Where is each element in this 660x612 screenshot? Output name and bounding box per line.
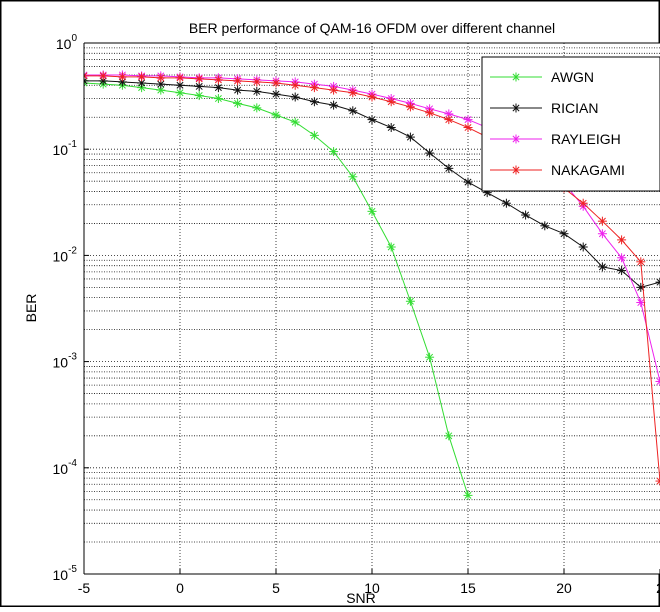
data-point-nakagami	[368, 93, 377, 102]
x-tick-label: 2	[656, 580, 660, 596]
data-point-nakagami	[195, 74, 204, 83]
data-point-nakagami	[464, 123, 473, 132]
x-axis-label: SNR	[346, 590, 376, 606]
y-tick-base: 10	[53, 461, 69, 477]
y-tick-exponent: -1	[68, 139, 77, 150]
data-point-nakagami	[118, 72, 127, 81]
y-tick-exponent: -2	[68, 245, 77, 256]
y-axis-label: BER	[23, 294, 39, 323]
data-point-awgn	[406, 297, 415, 306]
x-tick-label: 20	[556, 580, 572, 596]
y-tick-exponent: 0	[71, 33, 77, 44]
data-point-rician	[387, 123, 396, 132]
y-tick-base: 10	[53, 248, 69, 264]
data-point-awgn	[444, 431, 453, 440]
y-tick-exponent: -3	[68, 352, 77, 363]
data-point-rician	[233, 86, 242, 95]
data-point-nakagami	[387, 97, 396, 106]
data-point-nakagami	[137, 72, 146, 81]
data-point-nakagami	[272, 79, 281, 88]
legend-label-rayleigh: RAYLEIGH	[551, 131, 621, 147]
data-point-rician	[425, 149, 434, 158]
data-point-rician	[310, 97, 319, 106]
legend-label-awgn: AWGN	[551, 69, 594, 85]
y-tick-exponent: -5	[68, 564, 77, 575]
y-tick-exponent: -4	[68, 458, 77, 469]
data-point-rician	[368, 115, 377, 124]
chart-title: BER performance of QAM-16 OFDM over diff…	[189, 20, 555, 36]
y-tick-base: 10	[53, 567, 69, 583]
data-point-awgn	[387, 242, 396, 251]
legend-label-rician: RICIAN	[551, 100, 598, 116]
x-tick-label: -5	[78, 580, 91, 596]
data-point-awgn	[195, 91, 204, 100]
legend-marker-rayleigh	[512, 135, 521, 144]
legend-marker-awgn	[512, 73, 521, 82]
data-point-nakagami	[252, 77, 261, 86]
data-point-nakagami	[291, 81, 300, 90]
data-point-awgn	[252, 103, 261, 112]
data-point-rician	[444, 164, 453, 173]
legend-marker-nakagami	[512, 166, 521, 175]
data-point-nakagami	[425, 108, 434, 117]
data-point-awgn	[272, 110, 281, 119]
y-tick-base: 10	[56, 36, 72, 52]
x-tick-label: 0	[176, 580, 184, 596]
data-point-nakagami	[310, 83, 319, 92]
data-point-rician	[560, 229, 569, 238]
data-point-awgn	[329, 147, 338, 156]
legend-marker-rician	[512, 104, 521, 113]
data-point-rician	[272, 90, 281, 99]
legend: AWGN RICIAN RAYLEIGH NAKAGAMI	[482, 57, 660, 191]
data-point-nakagami	[444, 115, 453, 124]
data-point-rician	[329, 101, 338, 110]
data-point-rician	[252, 87, 261, 96]
y-tick-base: 10	[53, 142, 69, 158]
data-point-rician	[291, 93, 300, 102]
data-point-awgn	[214, 94, 223, 103]
data-point-awgn	[368, 207, 377, 216]
data-point-awgn	[425, 353, 434, 362]
data-point-rayleigh	[464, 115, 473, 124]
legend-label-nakagami: NAKAGAMI	[551, 162, 625, 178]
data-point-awgn	[464, 491, 473, 500]
x-tick-label: 15	[460, 580, 476, 596]
data-point-awgn	[310, 131, 319, 140]
y-tick-base: 10	[53, 355, 69, 371]
data-point-rician	[214, 83, 223, 92]
data-point-awgn	[348, 172, 357, 181]
data-point-rician	[502, 199, 511, 208]
data-point-rician	[406, 133, 415, 142]
data-point-nakagami	[233, 76, 242, 85]
data-point-nakagami	[329, 86, 338, 95]
data-point-awgn	[233, 99, 242, 108]
data-point-rician	[464, 178, 473, 187]
x-tick-label: 5	[272, 580, 280, 596]
